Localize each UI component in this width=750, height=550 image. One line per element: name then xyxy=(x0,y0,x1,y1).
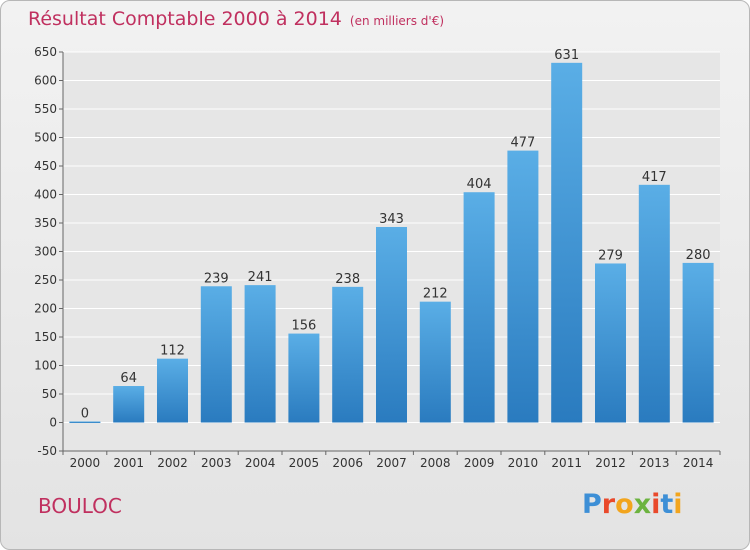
bar xyxy=(332,286,364,423)
logo-letter: x xyxy=(633,489,652,520)
x-tick-label: 2000 xyxy=(70,456,101,470)
logo-letter: i xyxy=(651,489,661,520)
bar xyxy=(288,333,320,423)
bar-value-label: 404 xyxy=(467,177,492,192)
y-tick-label: 400 xyxy=(34,188,57,202)
y-tick-label: 200 xyxy=(34,302,57,316)
proxiti-logo[interactable]: Proxiti xyxy=(582,489,683,520)
logo-letter: t xyxy=(660,489,674,520)
bar xyxy=(682,262,714,423)
x-tick-label: 2003 xyxy=(201,456,232,470)
x-tick-label: 2002 xyxy=(157,456,188,470)
chart-title: Résultat Comptable 2000 à 2014 (en millie… xyxy=(28,8,444,30)
bar-value-label: 343 xyxy=(379,212,404,227)
y-tick-label: 550 xyxy=(34,102,57,116)
bar xyxy=(244,285,276,423)
bar xyxy=(507,150,539,423)
bar xyxy=(113,386,145,423)
title-text: Résultat Comptable 2000 à 2014 xyxy=(28,8,342,30)
bar-value-label: 477 xyxy=(510,136,535,151)
bar xyxy=(200,286,232,423)
x-tick-label: 2011 xyxy=(551,456,582,470)
y-tick-label: 650 xyxy=(34,45,57,59)
bar xyxy=(69,421,101,423)
y-tick-label: 300 xyxy=(34,245,57,259)
bar xyxy=(595,263,626,423)
bar-value-label: 212 xyxy=(423,287,448,302)
x-tick-label: 2005 xyxy=(289,456,320,470)
x-tick-label: 2013 xyxy=(639,456,670,470)
logo-letter: o xyxy=(615,489,634,520)
y-tick-label: 450 xyxy=(34,159,57,173)
y-tick-label: 250 xyxy=(34,273,57,287)
bar xyxy=(419,301,451,423)
y-tick-label: -50 xyxy=(37,444,57,458)
bar-value-label: 238 xyxy=(335,272,360,287)
bar xyxy=(638,184,670,423)
logo-letter: r xyxy=(601,489,616,520)
bar-value-label: 156 xyxy=(291,319,316,334)
bar xyxy=(157,358,188,423)
y-tick-label: 100 xyxy=(34,359,57,373)
x-tick-label: 2007 xyxy=(376,456,407,470)
x-tick-label: 2010 xyxy=(508,456,539,470)
x-tick-label: 2001 xyxy=(113,456,144,470)
bar xyxy=(376,226,407,423)
bar-value-label: 239 xyxy=(204,271,229,286)
y-tick-label: 350 xyxy=(34,216,57,230)
bar xyxy=(463,192,495,423)
bar-value-label: 0 xyxy=(81,407,89,422)
bar-value-label: 241 xyxy=(248,270,273,285)
bar-value-label: 417 xyxy=(642,170,667,185)
bar-value-label: 280 xyxy=(686,248,711,263)
title-unit: (en milliers d'€) xyxy=(349,14,445,28)
x-tick-label: 2014 xyxy=(683,456,714,470)
bar xyxy=(551,62,583,423)
bar-value-label: 279 xyxy=(598,248,623,263)
town-name: BOULOC xyxy=(38,494,122,518)
logo-letter: P xyxy=(582,489,602,520)
bar-value-label: 631 xyxy=(554,48,579,63)
bar-value-label: 112 xyxy=(160,344,185,359)
x-tick-label: 2006 xyxy=(332,456,363,470)
x-tick-label: 2012 xyxy=(595,456,626,470)
y-tick-label: 600 xyxy=(34,74,57,88)
y-tick-label: 500 xyxy=(34,131,57,145)
y-tick-label: 0 xyxy=(49,416,57,430)
x-tick-label: 2008 xyxy=(420,456,451,470)
x-tick-label: 2009 xyxy=(464,456,495,470)
x-tick-label: 2004 xyxy=(245,456,276,470)
y-tick-label: 50 xyxy=(42,387,57,401)
bar-value-label: 64 xyxy=(120,371,137,386)
y-tick-label: 150 xyxy=(34,330,57,344)
logo-letter: i xyxy=(673,489,683,520)
